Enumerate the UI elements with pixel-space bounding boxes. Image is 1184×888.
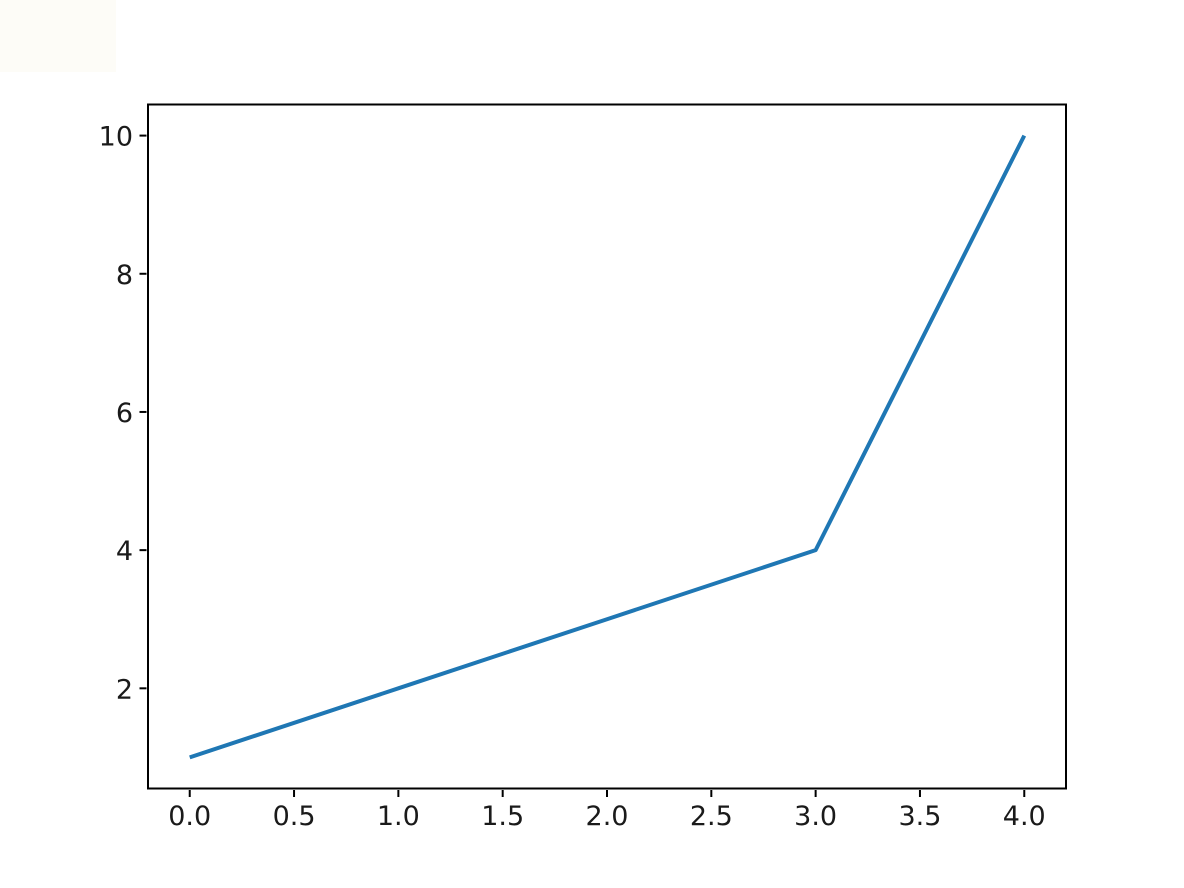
y-tick-label: 2 <box>116 674 133 705</box>
y-tick-label: 8 <box>116 260 133 291</box>
x-tick-label: 0.0 <box>168 801 211 832</box>
x-tick-label: 1.0 <box>377 801 420 832</box>
x-tick-label: 3.0 <box>794 801 837 832</box>
screenshot-corner-artifact <box>0 0 116 72</box>
x-tick-label: 2.5 <box>690 801 733 832</box>
x-tick-label: 4.0 <box>1003 801 1046 832</box>
x-tick-label: 2.0 <box>586 801 629 832</box>
y-tick-label: 6 <box>116 398 133 429</box>
line-series <box>189 134 1027 760</box>
axis-ticks <box>139 134 1026 797</box>
y-tick-label: 4 <box>116 536 133 567</box>
x-tick-label: 1.5 <box>481 801 524 832</box>
x-tick-label: 3.5 <box>898 801 941 832</box>
x-tick-label: 0.5 <box>273 801 316 832</box>
data-line <box>189 134 1027 760</box>
axes-spines <box>147 103 1067 790</box>
axis-tick-labels: 0.0 0.5 1.0 1.5 2.0 2.5 3.0 3.5 4.0 2 4 6 8 10 <box>99 122 1046 832</box>
y-tick-label: 10 <box>99 122 133 153</box>
